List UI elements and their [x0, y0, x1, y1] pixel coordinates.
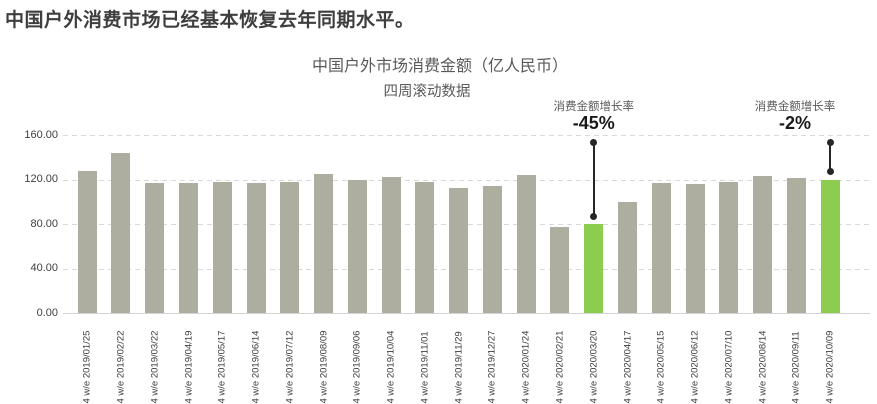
x-tick-label: 4 w/e 2019/09/06: [351, 330, 363, 404]
bar-4_w-e_2019-03-22: [145, 182, 165, 313]
gridline-160: [63, 135, 870, 136]
growth-annotation-label: 消费金额增长率: [754, 101, 836, 113]
bar-4_w-e_2020-01-24: [516, 175, 536, 313]
x-tick-label: 4 w/e 2020/09/11: [790, 331, 802, 404]
growth-annotation-value: -2%: [778, 113, 811, 133]
x-tick-label: 4 w/e 2020/07/10: [723, 330, 735, 404]
bar-4_w-e_2020-06-12: [685, 183, 705, 313]
y-tick-label: 0.00: [36, 306, 58, 319]
annotation-dot: [826, 138, 834, 146]
y-tick-label: 80.00: [30, 217, 58, 230]
x-tick-label: 4 w/e 2019/12/27: [486, 330, 498, 404]
annotation-dot: [590, 138, 598, 146]
bar-4_w-e_2019-08-09: [314, 173, 334, 313]
annotation-connector-line: [829, 142, 832, 172]
y-tick-label: 120.00: [24, 173, 58, 185]
bar-4_w-e_2019-12-27: [482, 186, 502, 313]
bar-4_w-e_2019-04-19: [179, 182, 198, 313]
x-tick-label: 4 w/e 2020/10/09: [824, 330, 836, 404]
chart-subtitle: 四周滚动数据: [383, 84, 471, 100]
x-tick-label: 4 w/e 2019/07/12: [284, 330, 296, 404]
annotation-dot: [826, 168, 834, 175]
bar-4_w-e_2020-02-21: [550, 227, 570, 313]
x-tick-label: 4 w/e 2020/08/14: [757, 330, 769, 404]
bar-4_w-e_2020-07-10: [719, 181, 739, 313]
bar-4_w-e_2019-06-14: [246, 182, 266, 313]
x-tick-label: 4 w/e 2019/06/14: [250, 330, 262, 404]
x-tick-label: 4 w/e 2019/01/25: [81, 330, 93, 404]
x-tick-label: 4 w/e 2020/01/24: [520, 330, 532, 404]
y-tick-label: 40.00: [30, 262, 58, 274]
x-tick-label: 4 w/e 2020/05/15: [655, 330, 667, 404]
x-tick-label: 4 w/e 2020/03/20: [588, 330, 600, 404]
growth-annotation-label: 消费金额增长率: [553, 101, 635, 113]
bar-4_w-e_2020-04-17: [618, 201, 638, 313]
x-tick-label: 4 w/e 2019/10/04: [385, 330, 397, 404]
bar-4_w-e_2019-05-17: [212, 181, 232, 313]
bar-4_w-e_2019-11-29: [449, 188, 469, 313]
growth-annotation-value: -45%: [572, 113, 615, 133]
x-tick-label: 4 w/e 2019/02/22: [115, 330, 127, 404]
bar-4_w-e_2019-02-22: [111, 152, 131, 313]
bar-4_w-e_2019-10-04: [381, 177, 401, 313]
chart-title: 中国户外市场消费金额（亿人民币）: [311, 58, 568, 75]
annotation-connector-line: [592, 142, 595, 216]
bar-4_w-e_2019-11-01: [415, 181, 435, 313]
x-tick-label: 4 w/e 2019/11/01: [419, 331, 431, 404]
x-tick-label: 4 w/e 2019/11/29: [453, 331, 465, 404]
bar-4_w-e_2019-09-06: [347, 179, 367, 313]
bar-4_w-e_2019-07-12: [280, 181, 300, 313]
x-tick-label: 4 w/e 2019/08/09: [318, 330, 330, 404]
x-tick-label: 4 w/e 2020/02/21: [554, 330, 566, 404]
gridline-120: [63, 179, 870, 181]
bar-4_w-e_2020-08-14: [753, 176, 773, 313]
bar-4_w-e_2020-09-11: [786, 178, 806, 313]
x-tick-label: 4 w/e 2019/04/19: [183, 330, 194, 404]
x-tick-label: 4 w/e 2019/05/17: [216, 330, 228, 404]
page-title: 中国户外消费市场已经基本恢复去年同期水平。: [5, 10, 415, 31]
gridline-0: [63, 313, 870, 314]
bar-4_w-e_2019-01-25: [77, 170, 97, 313]
y-tick-label: 160.00: [24, 128, 58, 141]
x-tick-label: 4 w/e 2019/03/22: [149, 330, 161, 404]
x-tick-label: 4 w/e 2020/06/12: [689, 330, 701, 404]
bar-4_w-e_2020-10-09: [820, 179, 840, 313]
bar-4_w-e_2020-03-20: [584, 224, 604, 313]
bar-4_w-e_2020-05-15: [651, 182, 671, 313]
x-tick-label: 4 w/e 2020/04/17: [622, 330, 634, 404]
annotation-dot: [590, 212, 598, 220]
